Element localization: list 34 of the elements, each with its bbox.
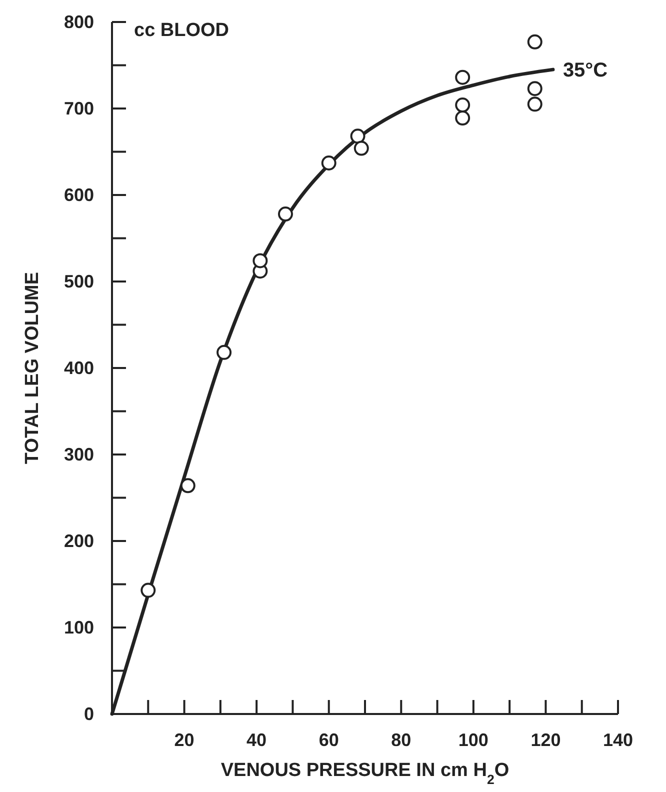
y-tick-label: 500 bbox=[64, 272, 94, 292]
point bbox=[278, 206, 293, 222]
x-tick-label: 80 bbox=[391, 730, 412, 750]
y-tick-label: 700 bbox=[64, 98, 94, 118]
y-axis-title: TOTAL LEG VOLUME bbox=[22, 272, 43, 464]
point bbox=[527, 34, 542, 50]
point bbox=[180, 478, 196, 494]
series-label: 35°C bbox=[562, 60, 608, 82]
y-tick-label: 400 bbox=[64, 358, 94, 378]
point bbox=[321, 155, 336, 170]
point bbox=[216, 344, 232, 360]
point bbox=[527, 81, 542, 96]
y-tick-label: 300 bbox=[64, 444, 94, 464]
x-tick-label: 100 bbox=[458, 730, 488, 750]
x-axis-title: VENOUS PRESSURE IN cm H$_{2}$O bbox=[220, 760, 510, 786]
y-tick-label: 800 bbox=[64, 12, 94, 32]
point bbox=[455, 98, 470, 113]
x-tick-label: 20 bbox=[174, 730, 194, 750]
x-tick-label: 120 bbox=[530, 730, 561, 750]
point bbox=[455, 70, 470, 85]
y-tick-label: 0 bbox=[84, 704, 94, 724]
y-tick-label: 100 bbox=[64, 618, 94, 638]
point bbox=[455, 110, 470, 126]
x-tick-label: 140 bbox=[602, 730, 634, 750]
annotation: cc BLOOD bbox=[134, 20, 230, 41]
x-tick-label: 40 bbox=[246, 730, 267, 750]
point bbox=[350, 128, 366, 144]
point bbox=[527, 96, 542, 112]
y-tick-label: 200 bbox=[64, 531, 94, 551]
x-tick-label: 60 bbox=[318, 730, 339, 750]
point bbox=[252, 253, 268, 268]
y-tick-label: 600 bbox=[64, 185, 94, 205]
point bbox=[354, 140, 369, 156]
point bbox=[140, 582, 156, 598]
